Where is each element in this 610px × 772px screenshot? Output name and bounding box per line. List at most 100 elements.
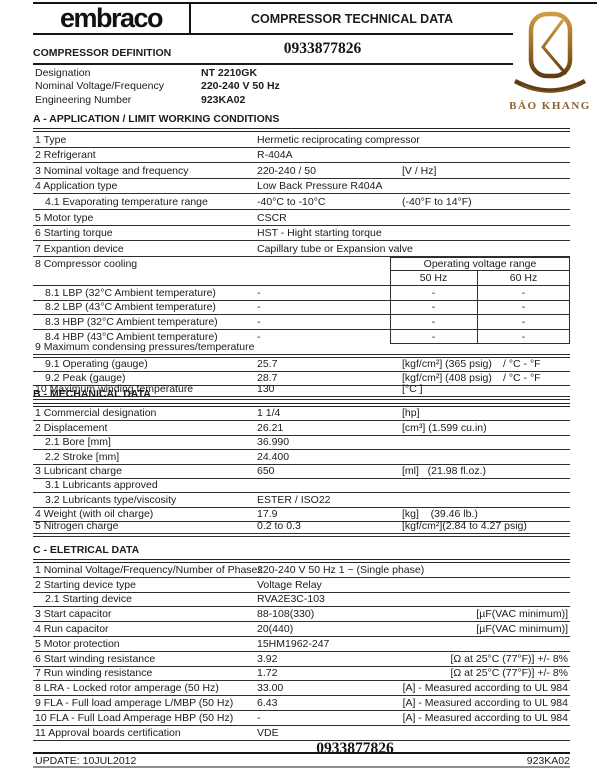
section-a: A - APPLICATION / LIMIT WORKING CONDITIO…: [33, 113, 570, 401]
row-unit: [°C ]: [402, 383, 423, 396]
row-label: 5 Motor protection: [35, 637, 120, 650]
footer-bottom-rule: [33, 766, 570, 768]
row-unit-extra: / °C - °F: [503, 358, 541, 371]
cell-50hz: -: [431, 286, 436, 299]
row-label: 5 Nitrogen charge: [35, 519, 119, 532]
table-row: 5 Motor type CSCR: [33, 210, 570, 226]
row-label: 3.2 Lubricants type/viscosity: [45, 493, 177, 506]
row-value: VDE: [257, 726, 279, 739]
section-a-table-2: 9 Maximum condensing pressures/temperatu…: [33, 341, 570, 401]
row-unit: [A] - Measured according to UL 984: [402, 682, 568, 695]
row-label: 8.3 HBP (32°C Ambient temperature): [45, 315, 218, 328]
table-row: 5 Motor protection 15HM1962-247: [33, 637, 570, 652]
table-row: 8 Compressor cooling Operating voltage r…: [33, 257, 570, 272]
table-row: 8.1 LBP (32°C Ambient temperature) - - -: [33, 286, 570, 301]
definition-value: NT 2210GK: [201, 67, 258, 80]
table-row: 4 Application type Low Back Pressure R40…: [33, 179, 570, 195]
definition-value: 923KA02: [201, 93, 246, 106]
table-row: 2.1 Starting device RVA2E3C-103: [33, 593, 570, 608]
definition-label: Engineering Number: [35, 93, 132, 106]
footer-rule: [33, 752, 570, 754]
table-row: 5 Nitrogen charge 0.2 to 0.3 [kgf/cm²](2…: [33, 519, 570, 537]
row-unit: [kgf/cm²](2.84 to 4.27 psig): [402, 519, 527, 532]
row-unit: [A] - Measured according to UL 984: [402, 711, 568, 724]
row-value: 25.7: [257, 358, 278, 371]
table-row: 11 Approval boards certification VDE: [33, 726, 570, 741]
row-value: 28.7: [257, 372, 278, 385]
row-unit: [ml] (21.98 fl.oz.): [402, 464, 487, 477]
row-label: 11 Approval boards certification: [35, 726, 181, 739]
cell-50hz: -: [431, 301, 436, 314]
row-value: 26.21: [257, 421, 284, 434]
row-label: 7 Expantion device: [35, 242, 124, 255]
cell-50hz: -: [431, 315, 436, 328]
row-value: 650: [257, 464, 275, 477]
table-row: 2.2 Stroke [mm] 24.400: [33, 450, 570, 465]
row-value: HST - Hight starting torque: [257, 227, 382, 240]
row-label: 8.2 LBP (43°C Ambient temperature): [45, 301, 216, 314]
row-value: -: [257, 331, 261, 344]
table-row: 8 LRA - Locked rotor amperage (50 Hz) 33…: [33, 681, 570, 697]
cooling-col-headers: 50 Hz 60 Hz: [33, 271, 570, 286]
table-row: 1 Type Hermetic reciprocating compressor: [33, 132, 570, 148]
row-unit: (-40°F to 14°F): [402, 195, 472, 208]
row-unit: [hp]: [402, 407, 420, 420]
table-row: 9.2 Peak (gauge) 28.7 [kgf/cm²] (408 psi…: [33, 372, 570, 387]
bao-khang-logo: BẢO KHANG: [510, 11, 589, 112]
header-topbar: embraco COMPRESSOR TECHNICAL DATA: [33, 2, 597, 35]
table-row: 3.1 Lubricants approved: [33, 479, 570, 494]
row-label: 3 Start capacitor: [35, 608, 112, 621]
table-row: 6 Starting torque HST - Hight starting t…: [33, 226, 570, 242]
row-label: 3 Lubricant charge: [35, 464, 122, 477]
section-c-table: 1 Nominal Voltage/Frequency/Number of Ph…: [33, 563, 570, 741]
row-value: -: [257, 301, 261, 314]
row-value: 17.9: [257, 508, 278, 521]
definition-label: Nominal Voltage/Frequency: [35, 80, 164, 93]
row-label: 1 Nominal Voltage/Frequency/Number of Ph…: [35, 563, 263, 576]
table-row: 8.2 LBP (43°C Ambient temperature) - - -: [33, 301, 570, 316]
row-label: 2.2 Stroke [mm]: [45, 450, 120, 463]
row-value: ESTER / ISO22: [257, 493, 331, 506]
row-unit: [A] - Measured according to UL 984: [402, 696, 568, 709]
definition-label: Designation: [35, 67, 91, 80]
row-unit: [kg] (39.46 lb.): [402, 508, 478, 521]
table-row: 2 Displacement 26.21 [cm³] (1.599 cu.in): [33, 421, 570, 436]
table-row: 8.4 HBP (43°C Ambient temperature) - - -: [33, 330, 570, 345]
footer-update: UPDATE: 10JUL2012: [35, 755, 137, 767]
row-label: 4.1 Evaporating temperature range: [45, 195, 208, 208]
row-unit: [kgf/cm²] (365 psig): [402, 358, 492, 371]
row-value: R-404A: [257, 149, 293, 162]
table-row: 1 Nominal Voltage/Frequency/Number of Ph…: [33, 563, 570, 578]
definition-row: Nominal Voltage/Frequency 220-240 V 50 H…: [33, 80, 513, 93]
row-label: 2 Refrigerant: [35, 149, 96, 162]
row-value: 15HM1962-247: [257, 637, 330, 650]
row-value: 130: [257, 383, 275, 396]
row-value: RVA2E3C-103: [257, 593, 325, 606]
embraco-logo: embraco: [33, 4, 191, 35]
table-row: 7 Expantion device Capillary tube or Exp…: [33, 241, 570, 257]
cooling-box-title: Operating voltage range: [390, 257, 570, 272]
table-row: 6 Start winding resistance 3.92 [Ω at 25…: [33, 652, 570, 667]
row-label: 4 Application type: [35, 180, 118, 193]
footer-engineering-code: 923KA02: [526, 755, 570, 767]
table-row: 10 Maximum winding temperature 130 [°C ]: [33, 383, 570, 401]
row-label: 10 Maximum winding temperature: [35, 383, 194, 396]
row-value: 1.72: [257, 667, 278, 680]
definition-header: COMPRESSOR DEFINITION: [33, 47, 513, 65]
section-b-title: B - MECHANICAL DATA: [33, 388, 570, 407]
row-value: 3.92: [257, 652, 278, 665]
row-label: 9 Maximum condensing pressures/temperatu…: [35, 341, 255, 354]
cell-60hz: -: [521, 315, 526, 328]
table-row: 2 Starting device type Voltage Relay: [33, 578, 570, 593]
table-row: 3 Lubricant charge 650 [ml] (21.98 fl.oz…: [33, 465, 570, 479]
row-unit: [µF(VAC minimum)]: [476, 622, 568, 635]
table-row: 2 Refrigerant R-404A: [33, 148, 570, 164]
row-label: 1 Type: [35, 133, 67, 146]
cell-60hz: -: [521, 331, 526, 344]
cell-60hz: -: [521, 301, 526, 314]
table-row: 2.1 Bore [mm] 36.990: [33, 436, 570, 451]
table-row: 1 Commercial designation 1 1/4 [hp]: [33, 407, 570, 422]
table-row: 9 Maximum condensing pressures/temperatu…: [33, 341, 570, 359]
row-value: CSCR: [257, 211, 287, 224]
row-label: 5 Motor type: [35, 211, 94, 224]
